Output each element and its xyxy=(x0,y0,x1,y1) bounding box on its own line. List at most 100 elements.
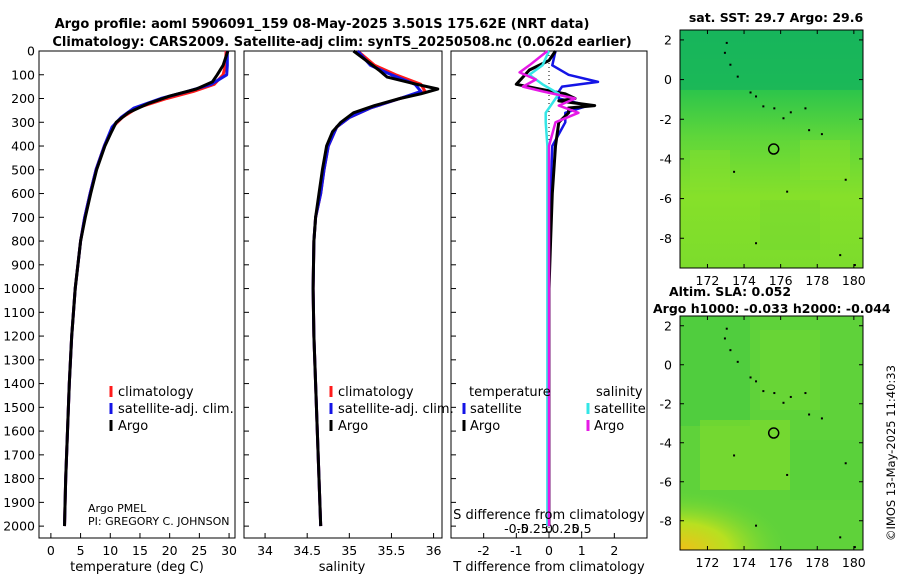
island-dot xyxy=(844,178,847,181)
depth-tick-label: 1500 xyxy=(3,400,35,415)
map-y-tick-label: -4 xyxy=(660,435,673,450)
island-dot xyxy=(755,242,758,245)
series-line-argo xyxy=(311,49,440,527)
map-x-tick-label: 174 xyxy=(732,555,756,570)
island-dot xyxy=(789,395,792,398)
diff-legend-label-s-satellite: satellite xyxy=(594,402,646,417)
map-y-tick-label: -8 xyxy=(660,513,673,528)
x-tick-label: -2 xyxy=(477,543,489,558)
depth-tick-label: 2000 xyxy=(3,519,35,534)
depth-tick-label: 1000 xyxy=(3,281,35,296)
map-y-tick-label: 0 xyxy=(664,357,672,372)
sst-map-ticks: 172 174 176 178 180 2 0 -2 -4 -6 -8 xyxy=(660,30,866,288)
series-line-satellite-adj-clim- xyxy=(63,51,229,527)
map-x-tick-label: 180 xyxy=(842,273,866,288)
depth-tick-label: 100 xyxy=(11,67,35,82)
depth-tick-labels: 0 100 200 300 400 500 600 700 800 900 1000 1100 1200… xyxy=(3,44,35,534)
diff-legend-label-s-argo: Argo xyxy=(594,419,624,434)
depth-tick-label: 1700 xyxy=(3,447,35,462)
island-dot xyxy=(723,51,726,54)
map-y-tick-label: 2 xyxy=(664,32,672,47)
x-tick-label: 30 xyxy=(221,543,237,558)
series-line-climatology xyxy=(63,50,228,527)
island-dot xyxy=(786,473,789,476)
map-x-tick-label: 178 xyxy=(805,273,829,288)
island-dot xyxy=(804,392,807,395)
island-dot xyxy=(789,111,792,114)
map-y-tick-label: -6 xyxy=(660,191,673,206)
x-tick-label: -1 xyxy=(510,543,522,558)
diff-legend-label-t-satellite: satellite xyxy=(470,402,522,417)
depth-tick-label: 1300 xyxy=(3,352,35,367)
island-dot xyxy=(820,133,823,136)
temperature-legend: climatology satellite-adj. clim. Argo xyxy=(109,385,234,434)
island-dot xyxy=(773,392,776,395)
sla-map-title-line1: Altim. SLA: 0.052 xyxy=(669,284,791,299)
island-dot xyxy=(729,63,732,66)
island-dot xyxy=(736,360,739,363)
island-dot xyxy=(786,190,789,193)
temperature-xlabel: temperature (deg C) xyxy=(70,560,204,575)
difference-xlabel: T difference from climatology xyxy=(452,560,645,575)
depth-tick-label: 0 xyxy=(27,44,35,59)
depth-tick-label: 200 xyxy=(11,91,35,106)
salinity-legend: climatology satellite-adj. clim. Argo xyxy=(329,385,454,434)
sal-legend-label-satellite: satellite-adj. clim. xyxy=(338,402,454,417)
island-dot xyxy=(773,107,776,110)
map-x-tick-label: 172 xyxy=(696,273,720,288)
sst-map-title: sat. SST: 29.7 Argo: 29.6 xyxy=(689,10,864,25)
salinity-plot: 34 34.5 35 35.5 36 xyxy=(244,49,442,558)
map-x-tick-label: 176 xyxy=(769,555,793,570)
series-line-s-satellite xyxy=(528,50,561,527)
depth-tick-label: 900 xyxy=(11,257,35,272)
sst-map-axes xyxy=(679,29,864,269)
island-dot xyxy=(782,117,785,120)
sla-map-axes xyxy=(679,315,864,551)
island-dot xyxy=(839,536,842,539)
x-tick-label: 0 xyxy=(545,543,553,558)
map-y-tick-label: -4 xyxy=(660,151,673,166)
depth-tick-label: 1400 xyxy=(3,376,35,391)
sal-legend-label-climatology: climatology xyxy=(338,385,414,400)
s-tick-label: -0.5 xyxy=(504,521,528,536)
island-dot xyxy=(749,91,752,94)
s-tick-label: -0.25 xyxy=(516,521,548,536)
island-dot xyxy=(844,462,847,465)
island-dot xyxy=(755,95,758,98)
sal-legend-label-argo: Argo xyxy=(338,419,368,434)
salinity-axes xyxy=(243,50,443,539)
sst-map-field xyxy=(680,30,863,268)
difference-top-xlabel: S difference from climatology xyxy=(453,508,645,523)
x-tick-label: 10 xyxy=(102,543,118,558)
x-tick-label: 34 xyxy=(257,543,273,558)
island-dot xyxy=(853,546,856,549)
temperature-axes xyxy=(38,50,236,539)
legend-label-argo: Argo xyxy=(118,419,148,434)
island-dot xyxy=(755,380,758,383)
depth-tick-label: 1900 xyxy=(3,495,35,510)
s-tick-label: 0.25 xyxy=(551,521,579,536)
island-dot xyxy=(749,376,752,379)
x-tick-label: 36 xyxy=(426,543,442,558)
island-dot xyxy=(729,349,732,352)
diff-legend-label-t-argo: Argo xyxy=(470,419,500,434)
depth-tick-label: 800 xyxy=(11,234,35,249)
island-dot xyxy=(808,413,811,416)
map-x-tick-label: 172 xyxy=(696,555,720,570)
island-dot xyxy=(755,524,758,527)
island-dot xyxy=(808,129,811,132)
x-tick-label: 5 xyxy=(77,543,85,558)
legend-title-temperature: temperature xyxy=(469,385,551,400)
depth-tick-label: 600 xyxy=(11,186,35,201)
island-dot xyxy=(723,337,726,340)
salinity-xlabel: salinity xyxy=(319,560,366,575)
figure-title-line2: Climatology: CARS2009. Satellite-adj cli… xyxy=(52,35,631,50)
legend-label-satellite: satellite-adj. clim. xyxy=(118,402,234,417)
sla-map-ticks: 172 174 176 178 180 2 0 -2 -4 -6 -8 xyxy=(660,316,866,570)
depth-tick-label: 500 xyxy=(11,162,35,177)
x-tick-label: 34.5 xyxy=(293,543,321,558)
series-line-s-argo xyxy=(518,50,580,527)
sla-argo-marker xyxy=(767,427,780,439)
x-tick-label: 2 xyxy=(610,543,618,558)
